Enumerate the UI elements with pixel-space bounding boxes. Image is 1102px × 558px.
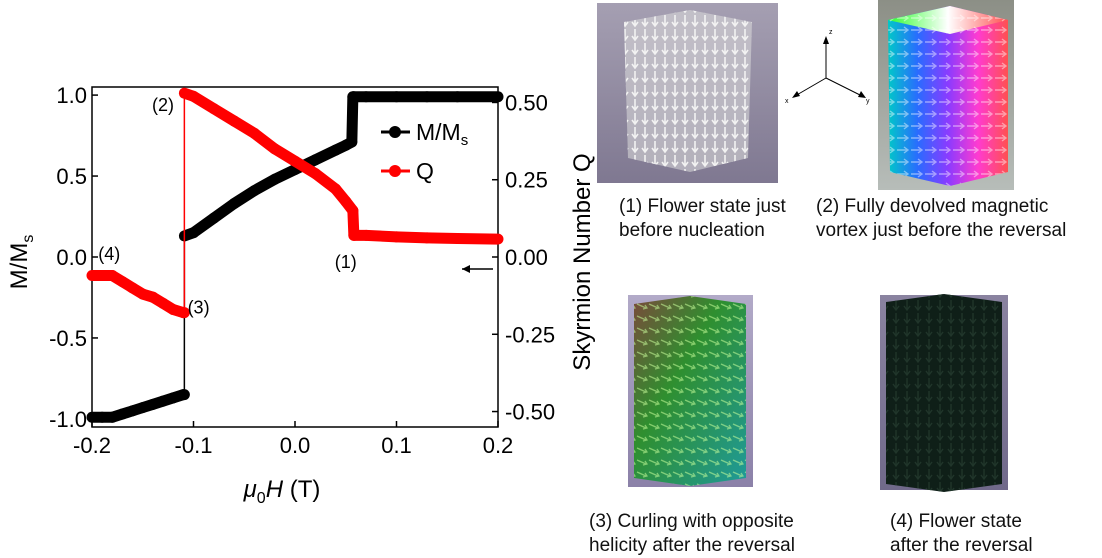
series-mms (86, 91, 504, 423)
series-layer (86, 87, 504, 423)
legend-label-q: Q (416, 158, 434, 184)
series-marker-band (346, 91, 359, 148)
field-direction-arrow (462, 265, 493, 273)
right-y-tick-label: 0.00 (505, 245, 548, 270)
legend-label-mms: M/Ms (416, 119, 468, 149)
right-y-tick-label: 0.25 (505, 168, 548, 193)
point-label: (2) (152, 95, 174, 115)
left-y-tick-label: 0.0 (56, 245, 87, 270)
coordinate-axes-icon: z x y (785, 29, 870, 105)
x-tick-label: 0.2 (483, 433, 514, 458)
panel-3-caption: (3) Curling with opposite helicity after… (589, 510, 795, 558)
panel-1-caption-line2: before nucleation (619, 220, 765, 241)
point-label: (4) (98, 244, 120, 264)
series-marker-band (451, 232, 504, 245)
right-y-tick-label: -0.25 (505, 322, 555, 347)
panel-2-caption: (2) Fully devolved magnetic vortex just … (816, 195, 1066, 243)
panel-4-caption-line2: after the reversal (890, 535, 1033, 556)
panel-1-caption-line1: (1) Flower state just (619, 196, 786, 217)
panel-4-caption: (4) Flower state after the reversal (890, 510, 1033, 558)
left-y-tick-label: 1.0 (56, 83, 87, 108)
axis-z-label: z (829, 29, 833, 36)
legend: M/Ms Q (381, 119, 468, 184)
point-label: (1) (335, 252, 357, 272)
x-axis-title: μ0H (T) (243, 476, 321, 507)
panel-4-image (880, 294, 1008, 492)
x-tick-label: 0.1 (381, 433, 412, 458)
panel-1-image (597, 3, 778, 183)
left-y-tick-label: -1.0 (49, 407, 87, 432)
panel-4-caption-line1: (4) Flower state (890, 511, 1022, 532)
plot-area: -0.2 -0.1 0.0 0.1 0.2 -1.0 -0.5 0.0 0.5 1.0 -0.5… (6, 83, 596, 507)
panel-3-caption-line1: (3) Curling with opposite (589, 511, 794, 532)
x-tick-label: -0.2 (73, 433, 111, 458)
left-y-axis: -1.0 -0.5 0.0 0.5 1.0 (49, 83, 98, 432)
right-y-tick-label: -0.50 (505, 400, 555, 425)
right-y-axis: -0.50 -0.25 0.00 0.25 0.50 (492, 90, 555, 425)
annotation-layer: (1) (2) (3) (4) (98, 95, 356, 317)
panel-2-caption-line1: (2) Fully devolved magnetic (816, 196, 1049, 217)
legend-marker-mms (389, 126, 401, 138)
right-y-axis-title: Skyrmion Number Q (569, 153, 596, 370)
x-tick-label: -0.1 (175, 433, 213, 458)
axis-y-label: y (866, 98, 870, 105)
left-y-tick-label: 0.5 (56, 164, 87, 189)
panel-1-caption: (1) Flower state just before nucleation (619, 195, 786, 243)
legend-marker-q (389, 165, 401, 177)
axis-x-label: x (785, 98, 789, 105)
point-label: (3) (188, 298, 210, 318)
panel-2-image (878, 0, 1014, 190)
panel-2-caption-line2: vortex just before the reversal (816, 220, 1067, 241)
series-q (86, 87, 504, 319)
x-axis: -0.2 -0.1 0.0 0.1 0.2 (73, 421, 513, 458)
left-y-tick-label: -0.5 (49, 326, 87, 351)
panel-3-caption-line2: helicity after the reversal (589, 535, 795, 556)
panel-3-image (628, 295, 753, 487)
left-y-axis-title: M/Ms (6, 235, 37, 290)
x-tick-label: 0.0 (280, 433, 311, 458)
right-y-tick-label: 0.50 (505, 90, 548, 115)
